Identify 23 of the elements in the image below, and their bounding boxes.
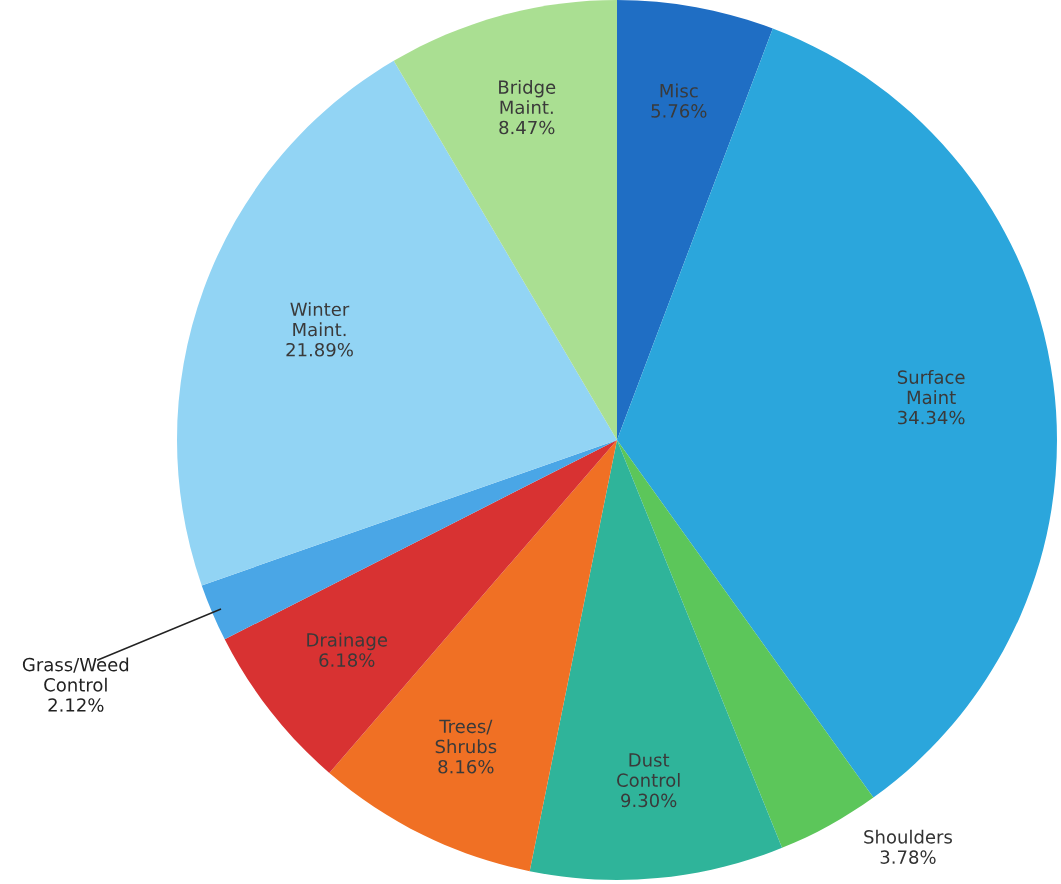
- slice-label: Grass/Weed Control: [22, 657, 129, 692]
- data-label: 8.16%: [438, 759, 494, 774]
- data-label: 34.34%: [898, 410, 965, 425]
- pie-slice: [529, 440, 783, 880]
- slice-label: Dust Control: [617, 753, 680, 787]
- data-label: 9.30%: [621, 793, 677, 808]
- slice-label: Drainage: [307, 632, 388, 651]
- data-label: 6.18%: [319, 653, 375, 667]
- slice-label: Shoulders: [864, 829, 952, 844]
- data-label: 3.78%: [880, 850, 936, 864]
- data-label: 8.47%: [499, 120, 555, 135]
- slice-label: Surface Maint: [897, 369, 965, 405]
- slice-label: Misc: [660, 83, 698, 98]
- data-label: 5.76%: [651, 104, 707, 118]
- pie-slice: [177, 60, 617, 586]
- data-label: 2.12%: [48, 698, 104, 712]
- slice-label: Trees/ Shrubs: [435, 719, 497, 754]
- pie-slice: [224, 440, 617, 773]
- data-label: 21.89%: [286, 342, 353, 357]
- pie-slice: [617, 0, 773, 440]
- slice-label: Bridge Maint.: [499, 79, 556, 115]
- slice-label: Winter Maint.: [290, 302, 350, 337]
- pie-slice: [393, 0, 617, 440]
